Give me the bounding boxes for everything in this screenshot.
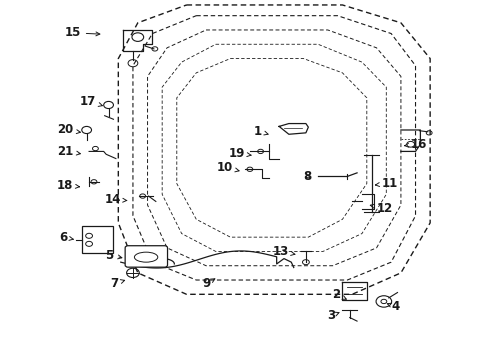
Ellipse shape [134, 252, 158, 262]
Text: 2: 2 [332, 288, 346, 301]
Text: 6: 6 [59, 231, 73, 244]
Polygon shape [279, 123, 308, 134]
Text: 9: 9 [203, 277, 215, 290]
Text: 10: 10 [217, 161, 239, 174]
Text: 18: 18 [57, 179, 79, 192]
FancyBboxPatch shape [125, 246, 168, 267]
Text: 15: 15 [64, 26, 100, 39]
Bar [82, 226, 114, 253]
Text: 21: 21 [57, 145, 80, 158]
Text: 19: 19 [229, 147, 251, 160]
Text: 3: 3 [327, 309, 339, 322]
Text: 12: 12 [370, 202, 393, 215]
Text: 8: 8 [303, 170, 312, 183]
Text: 16: 16 [405, 138, 427, 151]
Text: 7: 7 [110, 277, 124, 290]
Text: 13: 13 [272, 245, 295, 258]
Text: 14: 14 [104, 193, 127, 206]
Text: 5: 5 [105, 248, 122, 261]
Text: 17: 17 [80, 95, 102, 108]
Text: 11: 11 [375, 177, 398, 190]
Text: 1: 1 [254, 125, 268, 138]
Text: 20: 20 [57, 123, 80, 136]
Text: 4: 4 [387, 300, 399, 313]
